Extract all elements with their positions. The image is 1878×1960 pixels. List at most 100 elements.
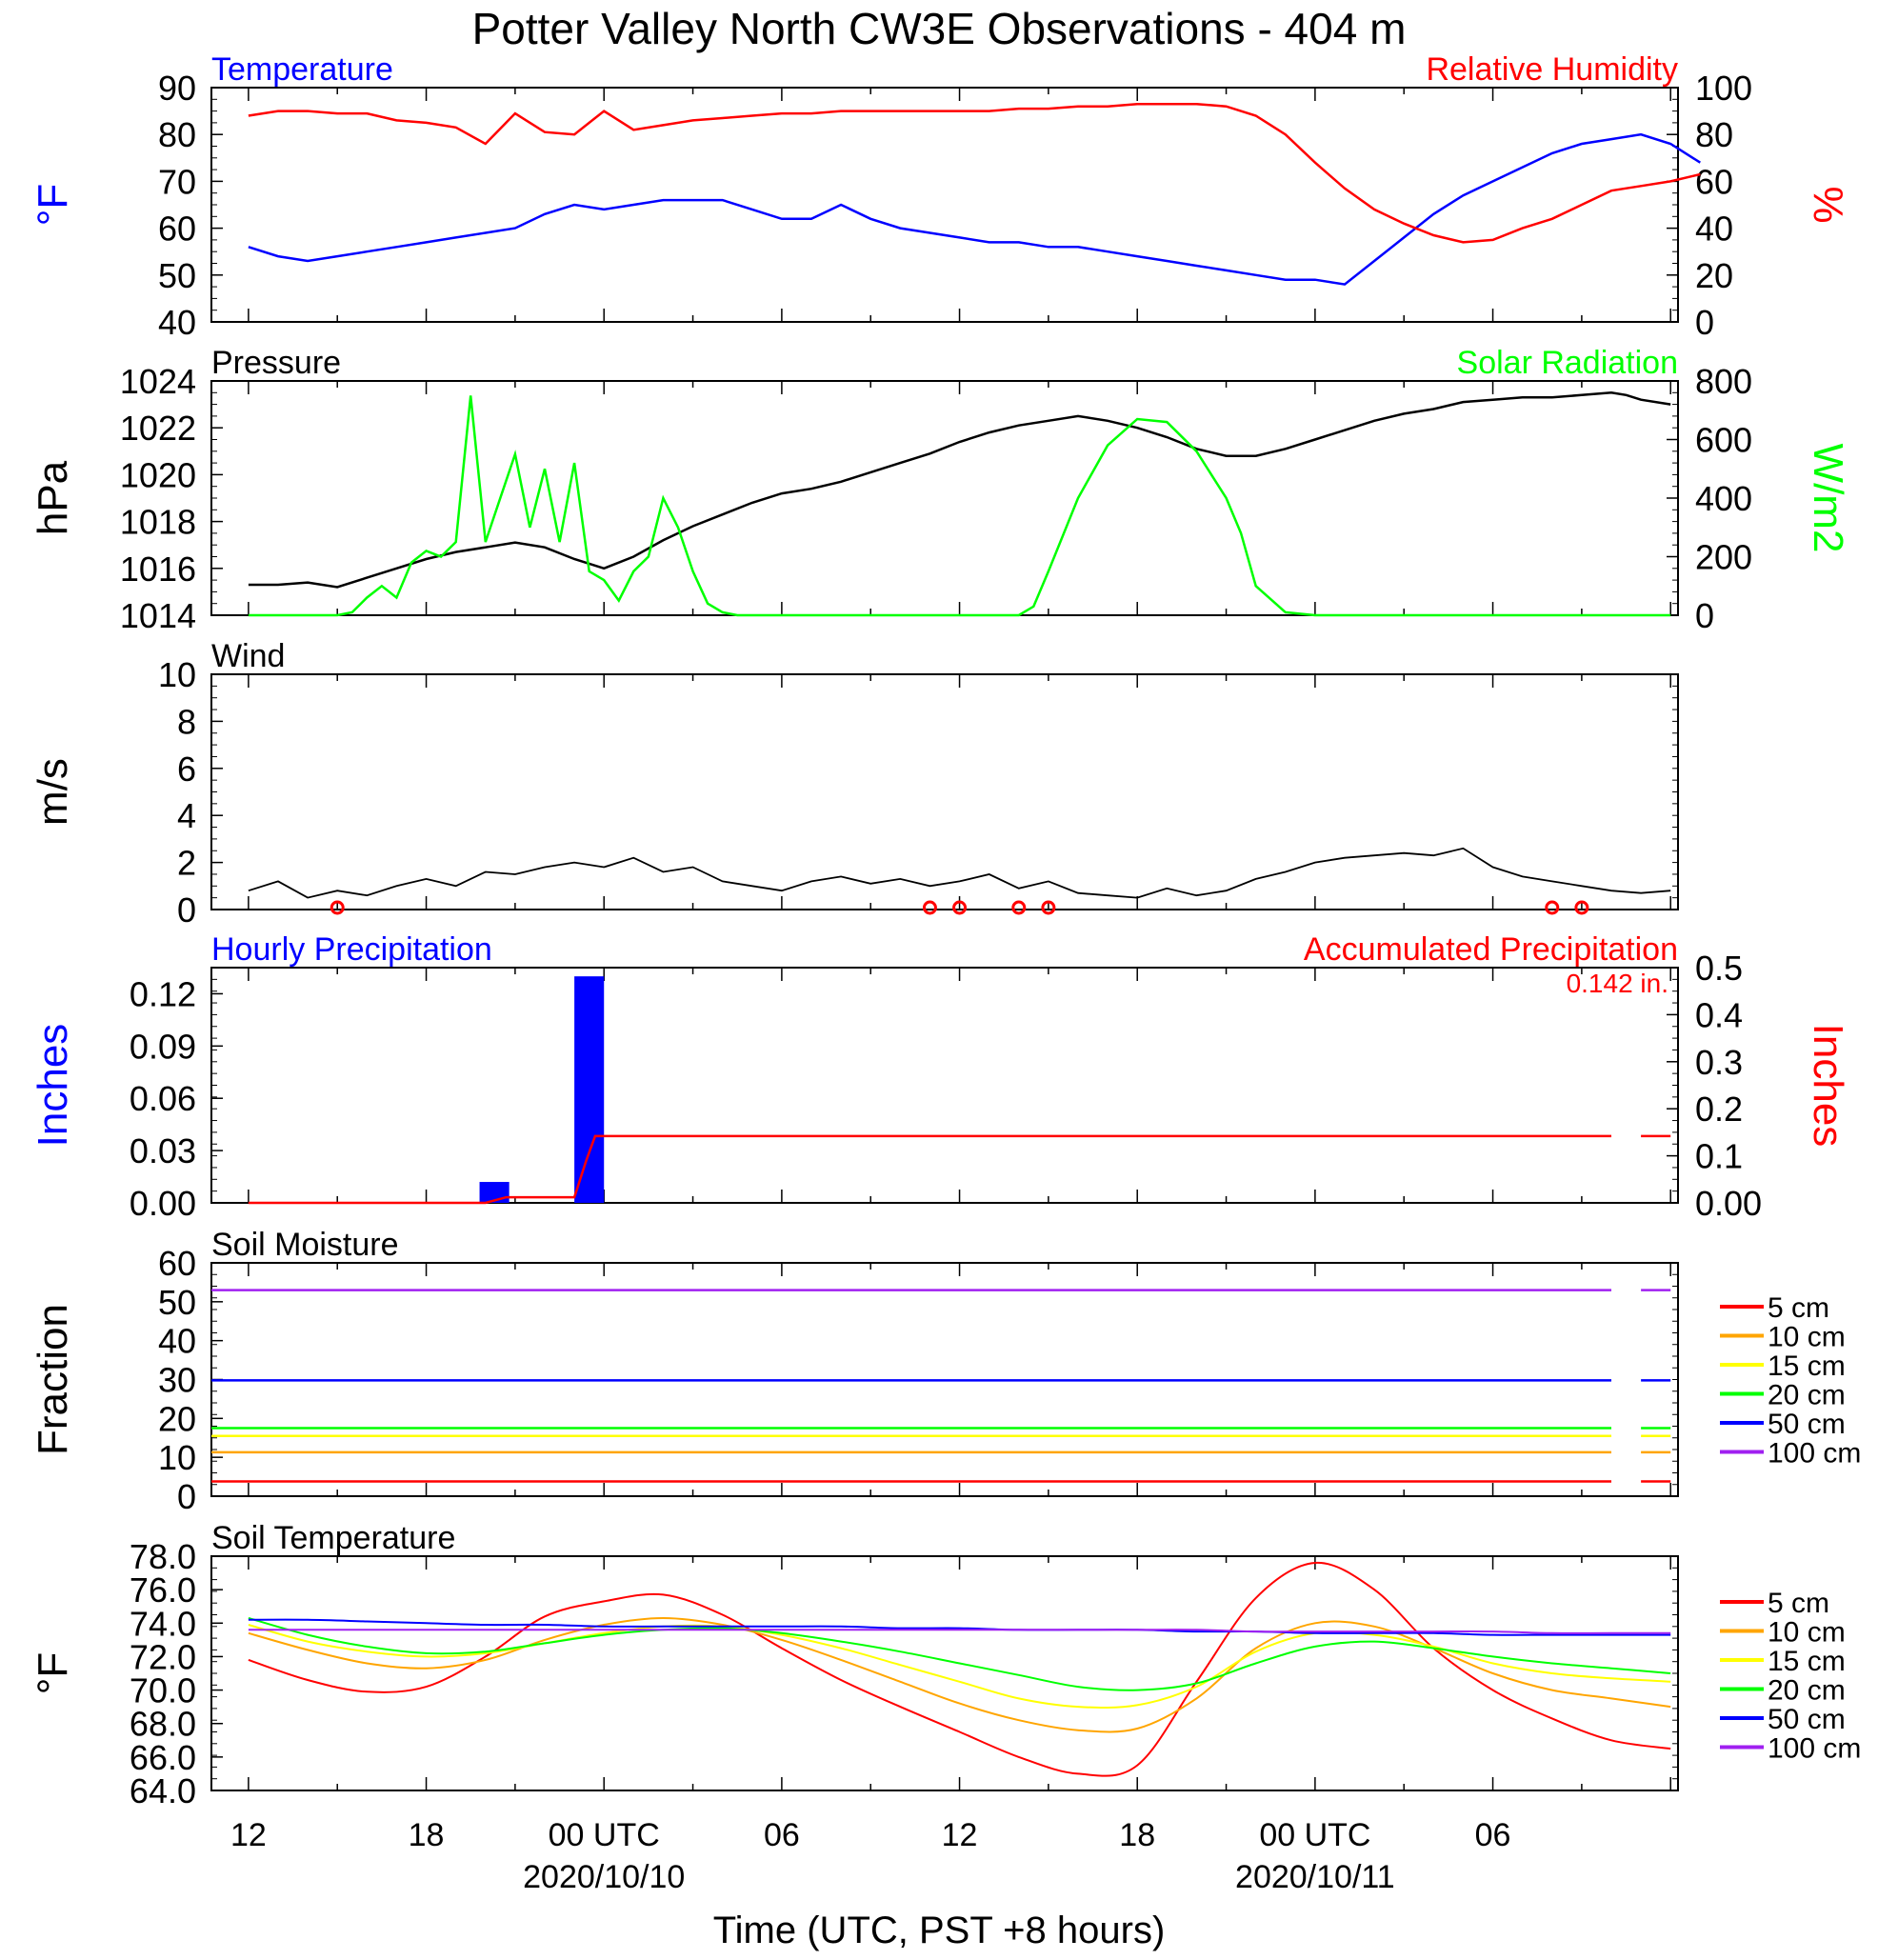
y-tick-label-left: 64.0 bbox=[130, 1771, 196, 1810]
y-tick-label-left: 72.0 bbox=[130, 1637, 196, 1676]
legend-label: 20 cm bbox=[1768, 1675, 1846, 1707]
panel-6: 78.076.074.072.070.068.066.064.0 Soil Tem… bbox=[30, 1520, 1679, 1810]
x-date-label: 2020/10/10 bbox=[523, 1859, 685, 1895]
y-axis-label-right: W/m2 bbox=[1805, 444, 1851, 553]
x-tick-label: 12 bbox=[230, 1817, 267, 1853]
panel-title-right: Accumulated Precipitation bbox=[1304, 931, 1678, 968]
y-tick-label-right: 20 bbox=[1695, 256, 1733, 295]
y-tick-label-left: 60 bbox=[158, 1244, 196, 1283]
panel-frame bbox=[210, 673, 1679, 910]
y-tick-label-left: 0.03 bbox=[130, 1131, 196, 1170]
y-tick-label-left: 60 bbox=[158, 210, 196, 249]
y-axis-label-left: Fraction bbox=[30, 1304, 76, 1455]
legend-label: 10 cm bbox=[1768, 1322, 1846, 1353]
y-tick-label-left: 80 bbox=[158, 115, 196, 154]
series-soil-temp-100cm bbox=[248, 1629, 1671, 1634]
legend-label: 50 cm bbox=[1768, 1704, 1846, 1735]
y-tick-label-left: 0 bbox=[177, 890, 196, 930]
y-tick-label-left: 1020 bbox=[120, 455, 196, 494]
y-tick-label-left: 10 bbox=[158, 655, 196, 694]
panel-frame bbox=[210, 967, 1679, 1204]
panel-2: 1024 1022 1020 1018 1016 1014 800 600 400 200 0 Pre… bbox=[30, 345, 1851, 635]
series-soil-temp-10cm bbox=[248, 1616, 1671, 1733]
y-tick-label-left: 40 bbox=[158, 1322, 196, 1361]
y-tick-label-left: 30 bbox=[158, 1361, 196, 1400]
y-tick-label-left: 10 bbox=[158, 1438, 196, 1477]
panel-1: 90 80 70 60 50 40 100 80 60 40 20 0 Temperature Relat… bbox=[30, 51, 1851, 342]
series-soil-temp-50cm bbox=[248, 1618, 1671, 1636]
panel-frame bbox=[210, 1555, 1679, 1791]
y-tick-label-left: 76.0 bbox=[130, 1570, 196, 1610]
legend-label: 10 cm bbox=[1768, 1617, 1846, 1649]
series-pressure bbox=[248, 391, 1671, 589]
y-tick-label-left: 2 bbox=[177, 844, 196, 883]
series-soil-temp-5cm bbox=[248, 1561, 1671, 1777]
legend-label: 15 cm bbox=[1768, 1646, 1846, 1677]
panel-3: 10 8 6 4 2 0 Wind m/s bbox=[30, 638, 1679, 930]
y-tick-label-left: 68.0 bbox=[130, 1705, 196, 1744]
y-tick-label-right: 60 bbox=[1695, 162, 1733, 201]
panel-4: 0.12 0.09 0.06 0.03 0.00 0.5 0.4 0.3 0.2 0.1 0.00 H… bbox=[30, 931, 1851, 1223]
calm-wind-marker bbox=[952, 900, 968, 915]
y-tick-label-left: 66.0 bbox=[130, 1738, 196, 1777]
y-axis-label-left: hPa bbox=[30, 460, 76, 535]
panel-title-left: Temperature bbox=[211, 51, 393, 88]
y-tick-label-left: 0.00 bbox=[130, 1184, 196, 1223]
panel-title-left: Soil Moisture bbox=[211, 1227, 399, 1263]
y-tick-label-left: 50 bbox=[158, 256, 196, 295]
y-tick-label-right: 0.00 bbox=[1695, 1184, 1762, 1223]
panel-title-right: Relative Humidity bbox=[1426, 51, 1678, 88]
x-tick-label: 00 UTC bbox=[1259, 1817, 1370, 1853]
y-axis-label-left: °F bbox=[30, 184, 76, 226]
y-tick-label-left: 4 bbox=[177, 796, 196, 835]
legend-label: 100 cm bbox=[1768, 1733, 1861, 1765]
y-tick-label-left: 70 bbox=[158, 162, 196, 201]
legend-label: 50 cm bbox=[1768, 1409, 1846, 1440]
y-axis-label-right: Inches bbox=[1805, 1024, 1851, 1148]
x-date-label: 2020/10/11 bbox=[1235, 1859, 1395, 1895]
y-tick-label-right: 40 bbox=[1695, 210, 1733, 249]
y-tick-label-right: 400 bbox=[1695, 479, 1752, 518]
accumulated-total-label: 0.142 in. bbox=[1567, 969, 1668, 998]
x-tick-label: 06 bbox=[764, 1817, 800, 1853]
y-tick-label-left: 78.0 bbox=[130, 1537, 196, 1576]
calm-wind-marker bbox=[1011, 900, 1027, 915]
y-axis-label-left: m/s bbox=[30, 758, 76, 826]
legend-label: 100 cm bbox=[1768, 1438, 1861, 1470]
y-axis-label-left: Inches bbox=[30, 1024, 76, 1148]
time-axis: 12 18 00 UTC 06 12 18 00 UTC 06 2020/10/10 2020/1… bbox=[230, 1817, 1510, 1895]
legend-label: 15 cm bbox=[1768, 1350, 1846, 1382]
series-soil-temp-20cm bbox=[248, 1617, 1671, 1691]
x-tick-label: 18 bbox=[409, 1817, 445, 1853]
y-tick-label-left: 50 bbox=[158, 1283, 196, 1322]
panel-title-left: Soil Temperature bbox=[211, 1520, 455, 1556]
y-tick-label-left: 1024 bbox=[120, 362, 196, 401]
legend-label: 20 cm bbox=[1768, 1380, 1846, 1411]
y-tick-label-left: 20 bbox=[158, 1399, 196, 1438]
y-tick-label-left: 0.06 bbox=[130, 1079, 196, 1118]
y-tick-label-left: 0.12 bbox=[130, 974, 196, 1013]
y-tick-label-left: 40 bbox=[158, 303, 196, 342]
y-tick-label-right: 0.2 bbox=[1695, 1090, 1743, 1129]
series-relative-humidity bbox=[248, 102, 1701, 244]
figure-title: Potter Valley North CW3E Observations - … bbox=[472, 4, 1407, 53]
series-temperature bbox=[248, 132, 1701, 286]
y-tick-label-right: 200 bbox=[1695, 538, 1752, 577]
y-tick-label-right: 0.3 bbox=[1695, 1043, 1743, 1082]
calm-wind-marker bbox=[330, 900, 345, 915]
y-tick-label-left: 0 bbox=[177, 1477, 196, 1516]
y-tick-label-right: 0 bbox=[1695, 596, 1714, 635]
y-tick-label-right: 0.1 bbox=[1695, 1137, 1743, 1176]
calm-wind-marker bbox=[1574, 900, 1589, 915]
panel-title-right: Solar Radiation bbox=[1457, 345, 1678, 381]
series-wind-speed bbox=[248, 847, 1671, 899]
y-tick-label-right: 800 bbox=[1695, 362, 1752, 401]
legend-label: 5 cm bbox=[1768, 1292, 1829, 1324]
y-tick-label-left: 70.0 bbox=[130, 1671, 196, 1710]
panel-frame bbox=[210, 380, 1679, 616]
